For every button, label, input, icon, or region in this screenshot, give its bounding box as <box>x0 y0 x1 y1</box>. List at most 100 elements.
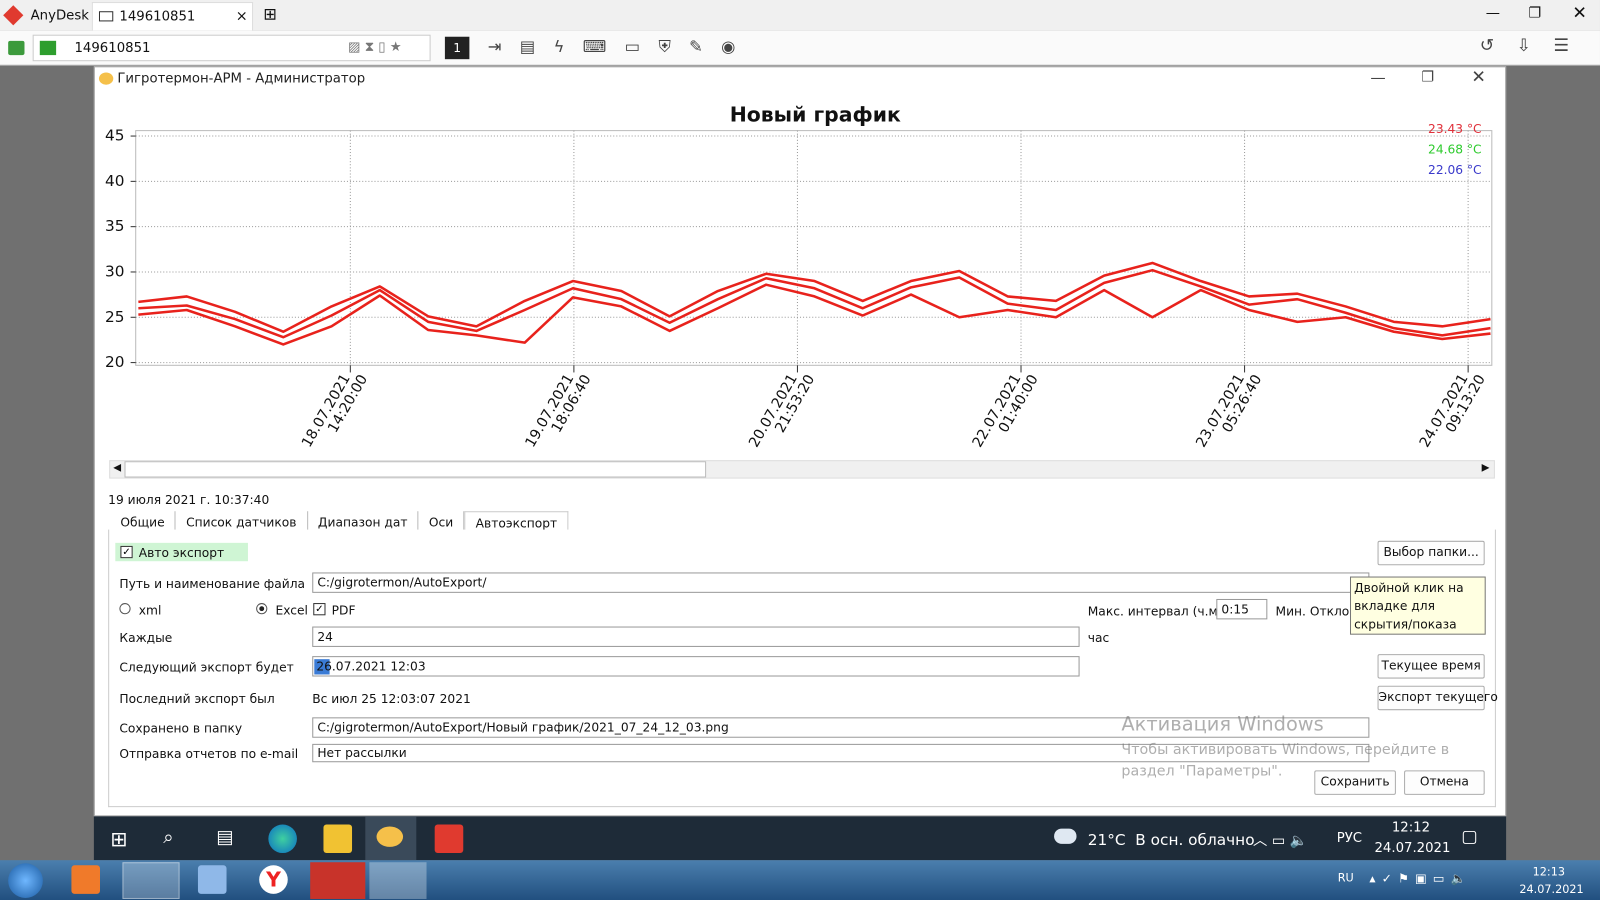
y-tick-label: 35 <box>105 217 124 235</box>
next-label: Следующий экспорт будет <box>119 660 294 675</box>
every-unit: час <box>1087 630 1110 645</box>
lang[interactable]: РУС <box>1336 830 1363 846</box>
radio-excel[interactable] <box>256 603 268 615</box>
anydesk-icon[interactable] <box>434 824 464 854</box>
win-min[interactable]: — <box>1370 68 1386 87</box>
status-icon <box>8 40 25 56</box>
anydesk-logo <box>3 5 24 26</box>
yandex[interactable]: Y <box>259 865 288 894</box>
explorer[interactable] <box>323 824 353 854</box>
tab[interactable]: Автоэкспорт <box>464 511 569 533</box>
win-close[interactable]: ✕ <box>1471 67 1486 88</box>
tab[interactable]: Диапазон дат <box>308 511 419 532</box>
tab-close[interactable]: × <box>235 8 248 25</box>
y-tick-label: 30 <box>105 262 124 280</box>
email-label: Отправка отчетов по e-mail <box>119 746 299 762</box>
minimize[interactable]: — <box>1485 5 1500 22</box>
radio-xml[interactable] <box>119 603 131 615</box>
save-button[interactable]: Сохранить <box>1314 770 1396 795</box>
anydesk-toolbar: 149610851 ▨ ⧗ ▯ ★ 1 ⇥▤ϟ⌨▭⛨✎◉ ↺⇩☰ <box>0 30 1600 66</box>
tray-icons[interactable]: ︿ ▭ 🔈 <box>1253 832 1308 849</box>
every-label: Каждые <box>119 630 173 645</box>
series-line <box>138 283 1491 346</box>
checkbox[interactable]: ✓ <box>120 545 133 559</box>
active-app[interactable] <box>365 816 417 861</box>
explorer-local[interactable] <box>122 862 180 899</box>
time: 12:12 <box>1391 820 1431 836</box>
address-bar[interactable]: 149610851 ▨ ⧗ ▯ ★ <box>32 34 431 62</box>
status-date: 19 июля 2021 г. 10:37:40 <box>108 492 270 508</box>
max-interval-input[interactable]: 0:15 <box>1216 598 1268 620</box>
choose-folder-button[interactable]: Выбор папки... <box>1377 540 1485 566</box>
saved-input[interactable]: C:/gigrotermon/AutoExport/Новый график/2… <box>312 717 1370 738</box>
x-tick-label: 23.07.202105:26:40 <box>1193 364 1265 457</box>
every-input[interactable]: 24 <box>312 626 1080 647</box>
auto-export-row[interactable]: ✓ Авто экспорт <box>115 542 248 562</box>
checkbox-pdf[interactable]: ✓ <box>313 603 326 616</box>
series-line <box>138 261 1491 334</box>
edge[interactable] <box>268 824 297 854</box>
tab[interactable]: Оси <box>419 511 465 532</box>
local-date: 24.07.2021 <box>1519 882 1584 896</box>
tooltip: Двойной клик на вкладке для скрытия/пока… <box>1349 576 1486 635</box>
path-label: Путь и наименование файла <box>119 576 306 591</box>
max-interval-label: Макс. интервал (ч.мм) <box>1087 604 1232 619</box>
local-lang[interactable]: RU <box>1337 871 1354 885</box>
maximize[interactable]: ❐ <box>1528 5 1542 22</box>
new-tab[interactable]: ⊞ <box>263 4 277 24</box>
network-app[interactable] <box>197 865 227 894</box>
local-tray[interactable]: ▴✓⚑▣▭🔈 <box>1369 871 1472 886</box>
saved-label: Сохранено в папку <box>119 721 243 736</box>
scroll-thumb[interactable] <box>124 461 707 478</box>
path-input[interactable]: C:/gigrotermon/AutoExport/ <box>312 572 1370 593</box>
legend-label: 22.06 °C <box>1428 163 1482 177</box>
win-max[interactable]: ❐ <box>1421 69 1435 86</box>
weather: 21°C В осн. облачно <box>1087 830 1255 849</box>
xml-label: xml <box>138 603 162 618</box>
start-orb[interactable] <box>8 863 43 898</box>
next-input-box[interactable]: 26.07.2021 12:03 <box>312 656 1080 677</box>
date: 24.07.2021 <box>1374 840 1451 857</box>
anydesk-titlebar: AnyDesk 149610851 × ⊞ — ❐ ✕ <box>0 0 1600 31</box>
current-time-button[interactable]: Текущее время <box>1377 654 1485 679</box>
x-tick-label: 20.07.202121:53:20 <box>746 364 818 457</box>
cancel-button[interactable]: Отмена <box>1404 770 1485 795</box>
paint-local[interactable] <box>369 862 427 899</box>
activation-title: Активация Windows <box>1121 713 1324 736</box>
app-icon <box>376 826 404 847</box>
chart: Новый график 20 25 30 35 40 45 18.07.202114:20… <box>105 102 1493 457</box>
start[interactable]: ⊞ <box>110 826 128 852</box>
tab[interactable]: Общие <box>110 511 176 532</box>
tab[interactable]: Список датчиков <box>176 511 308 532</box>
plot-area <box>135 130 1493 366</box>
auto-export-label: Авто экспорт <box>138 545 225 561</box>
y-tick-label: 20 <box>105 353 124 371</box>
x-tick-label: 19.07.202118:06:40 <box>523 364 595 457</box>
y-tick-label: 45 <box>105 127 124 145</box>
h-scrollbar[interactable]: ◀ ▶ <box>109 460 1495 479</box>
export-current-button[interactable]: Экспорт текущего <box>1377 685 1498 711</box>
task-view[interactable]: ▤ <box>216 826 234 848</box>
verified-icon <box>39 40 57 56</box>
weather-icon <box>1054 828 1077 844</box>
local-taskbar: Y RU ▴✓⚑▣▭🔈 12:13 24.07.2021 <box>0 860 1600 900</box>
email-select[interactable]: Нет рассылки <box>312 743 1370 763</box>
selection <box>314 659 330 675</box>
session-tab[interactable]: 149610851 × <box>91 2 254 31</box>
monitor-1[interactable]: 1 <box>444 36 470 60</box>
toolbar-icons[interactable]: ⇥▤ϟ⌨▭⛨✎◉ <box>487 36 754 57</box>
legend-label: 24.68 °C <box>1428 142 1482 156</box>
anydesk-local[interactable] <box>310 862 366 899</box>
close[interactable]: ✕ <box>1572 3 1587 24</box>
pdf-label: PDF <box>331 603 356 618</box>
notifications[interactable]: ▢ <box>1461 826 1478 847</box>
last-label: Последний экспорт был <box>119 691 275 707</box>
series-line <box>138 268 1491 339</box>
media[interactable] <box>71 865 100 894</box>
scroll-left[interactable]: ◀ <box>113 462 122 474</box>
address-icons: ▨ ⧗ ▯ ★ <box>347 39 402 56</box>
toolbar-right-icons[interactable]: ↺⇩☰ <box>1479 35 1592 57</box>
scroll-right[interactable]: ▶ <box>1481 462 1490 474</box>
search[interactable]: ⌕ <box>163 826 174 848</box>
